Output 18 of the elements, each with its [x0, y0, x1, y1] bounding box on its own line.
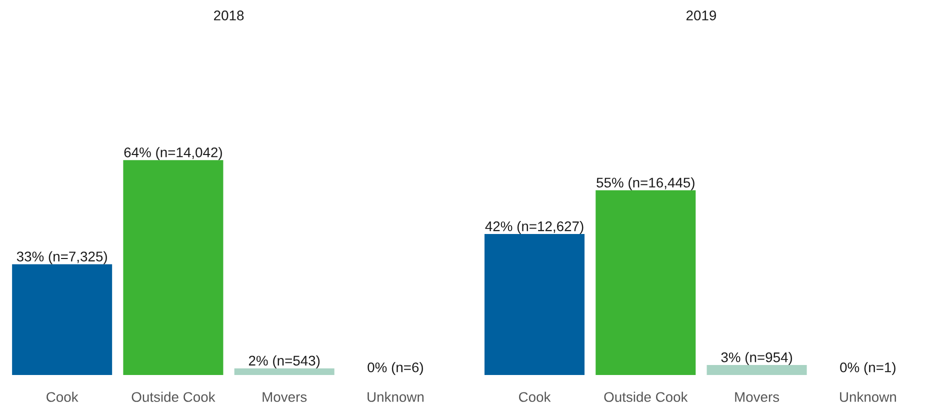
data-label: 55% (n=16,445) — [596, 177, 694, 190]
data-label: 64% (n=14,042) — [124, 147, 222, 160]
x-tick-label: Unknown — [368, 392, 424, 402]
x-tick-label: Unknown — [840, 392, 896, 402]
x-tick-label: Movers — [262, 392, 307, 402]
data-label: 42% (n=12,627) — [485, 221, 584, 234]
data-label: 0% (n=1) — [840, 362, 896, 376]
x-tick-label: Outside Cook — [132, 392, 216, 402]
x-tick-label: Cook — [46, 392, 78, 402]
x-tick-label: Outside Cook — [604, 392, 688, 402]
data-label: 3% (n=954) — [721, 352, 792, 365]
data-label: 33% (n=7,325) — [16, 251, 107, 264]
x-tick-label: Cook — [519, 392, 551, 402]
chart-title: 2019 — [686, 10, 716, 20]
x-tick-label: Movers — [735, 392, 780, 402]
chart-title: 2018 — [214, 10, 244, 20]
data-label: 2% (n=543) — [248, 355, 320, 368]
data-label: 0% (n=6) — [368, 362, 423, 376]
